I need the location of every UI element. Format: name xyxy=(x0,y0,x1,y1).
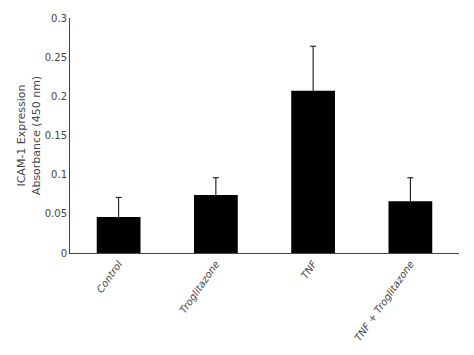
svg-text:TNF + Troglitazone: TNF + Troglitazone xyxy=(352,259,416,343)
svg-text:Troglitazone: Troglitazone xyxy=(177,259,221,316)
svg-text:0.2: 0.2 xyxy=(51,91,67,102)
svg-text:0.25: 0.25 xyxy=(45,52,67,63)
svg-text:0.3: 0.3 xyxy=(51,13,67,24)
svg-text:0.05: 0.05 xyxy=(45,208,67,219)
svg-text:TNF: TNF xyxy=(299,259,319,281)
svg-text:0: 0 xyxy=(61,248,67,259)
svg-text:0.1: 0.1 xyxy=(51,169,67,180)
svg-text:0.15: 0.15 xyxy=(45,130,67,141)
svg-text:ICAM-1 ExpressionAbsorbance (4: ICAM-1 ExpressionAbsorbance (450 nm) xyxy=(15,76,42,195)
svg-text:Control: Control xyxy=(94,259,124,295)
